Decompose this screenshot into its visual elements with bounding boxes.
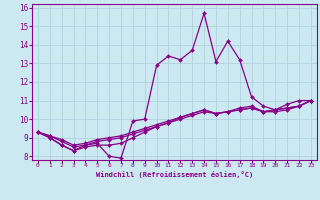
X-axis label: Windchill (Refroidissement éolien,°C): Windchill (Refroidissement éolien,°C)	[96, 171, 253, 178]
